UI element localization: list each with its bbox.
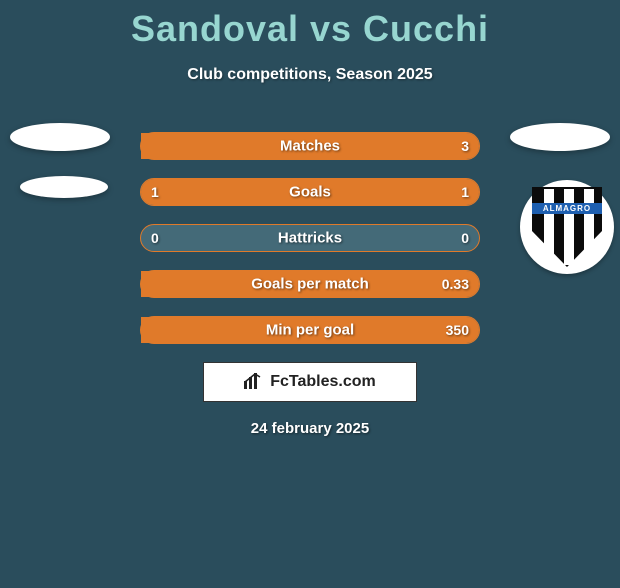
stat-label: Matches xyxy=(280,138,340,155)
stat-value-left: 1 xyxy=(151,184,159,200)
stat-value-right: 0.33 xyxy=(442,276,469,292)
stat-value-left: 0 xyxy=(151,230,159,246)
stat-value-right: 3 xyxy=(461,138,469,154)
stat-fill-right xyxy=(310,179,479,205)
stat-row: Matches 3 xyxy=(140,132,480,160)
brand-text: FcTables.com xyxy=(270,373,376,391)
date-text: 24 february 2025 xyxy=(0,420,620,437)
stat-label: Goals per match xyxy=(251,276,369,293)
brand-box: FcTables.com xyxy=(203,362,417,402)
page-subtitle: Club competitions, Season 2025 xyxy=(0,66,620,84)
stats-area: Matches 3 1 Goals 1 0 Hattricks 0 Goals per matc… xyxy=(0,132,620,344)
stat-label: Goals xyxy=(289,184,331,201)
bar-chart-icon xyxy=(244,371,266,394)
stat-row: 0 Hattricks 0 xyxy=(140,224,480,252)
stat-fill-left xyxy=(141,179,310,205)
stat-row: Min per goal 350 xyxy=(140,316,480,344)
page-title: Sandoval vs Cucchi xyxy=(0,8,620,50)
stat-label: Min per goal xyxy=(266,322,354,339)
stat-row: 1 Goals 1 xyxy=(140,178,480,206)
stat-label: Hattricks xyxy=(278,230,342,247)
stat-value-right: 1 xyxy=(461,184,469,200)
stat-row: Goals per match 0.33 xyxy=(140,270,480,298)
stat-value-right: 0 xyxy=(461,230,469,246)
stat-value-right: 350 xyxy=(446,322,469,338)
